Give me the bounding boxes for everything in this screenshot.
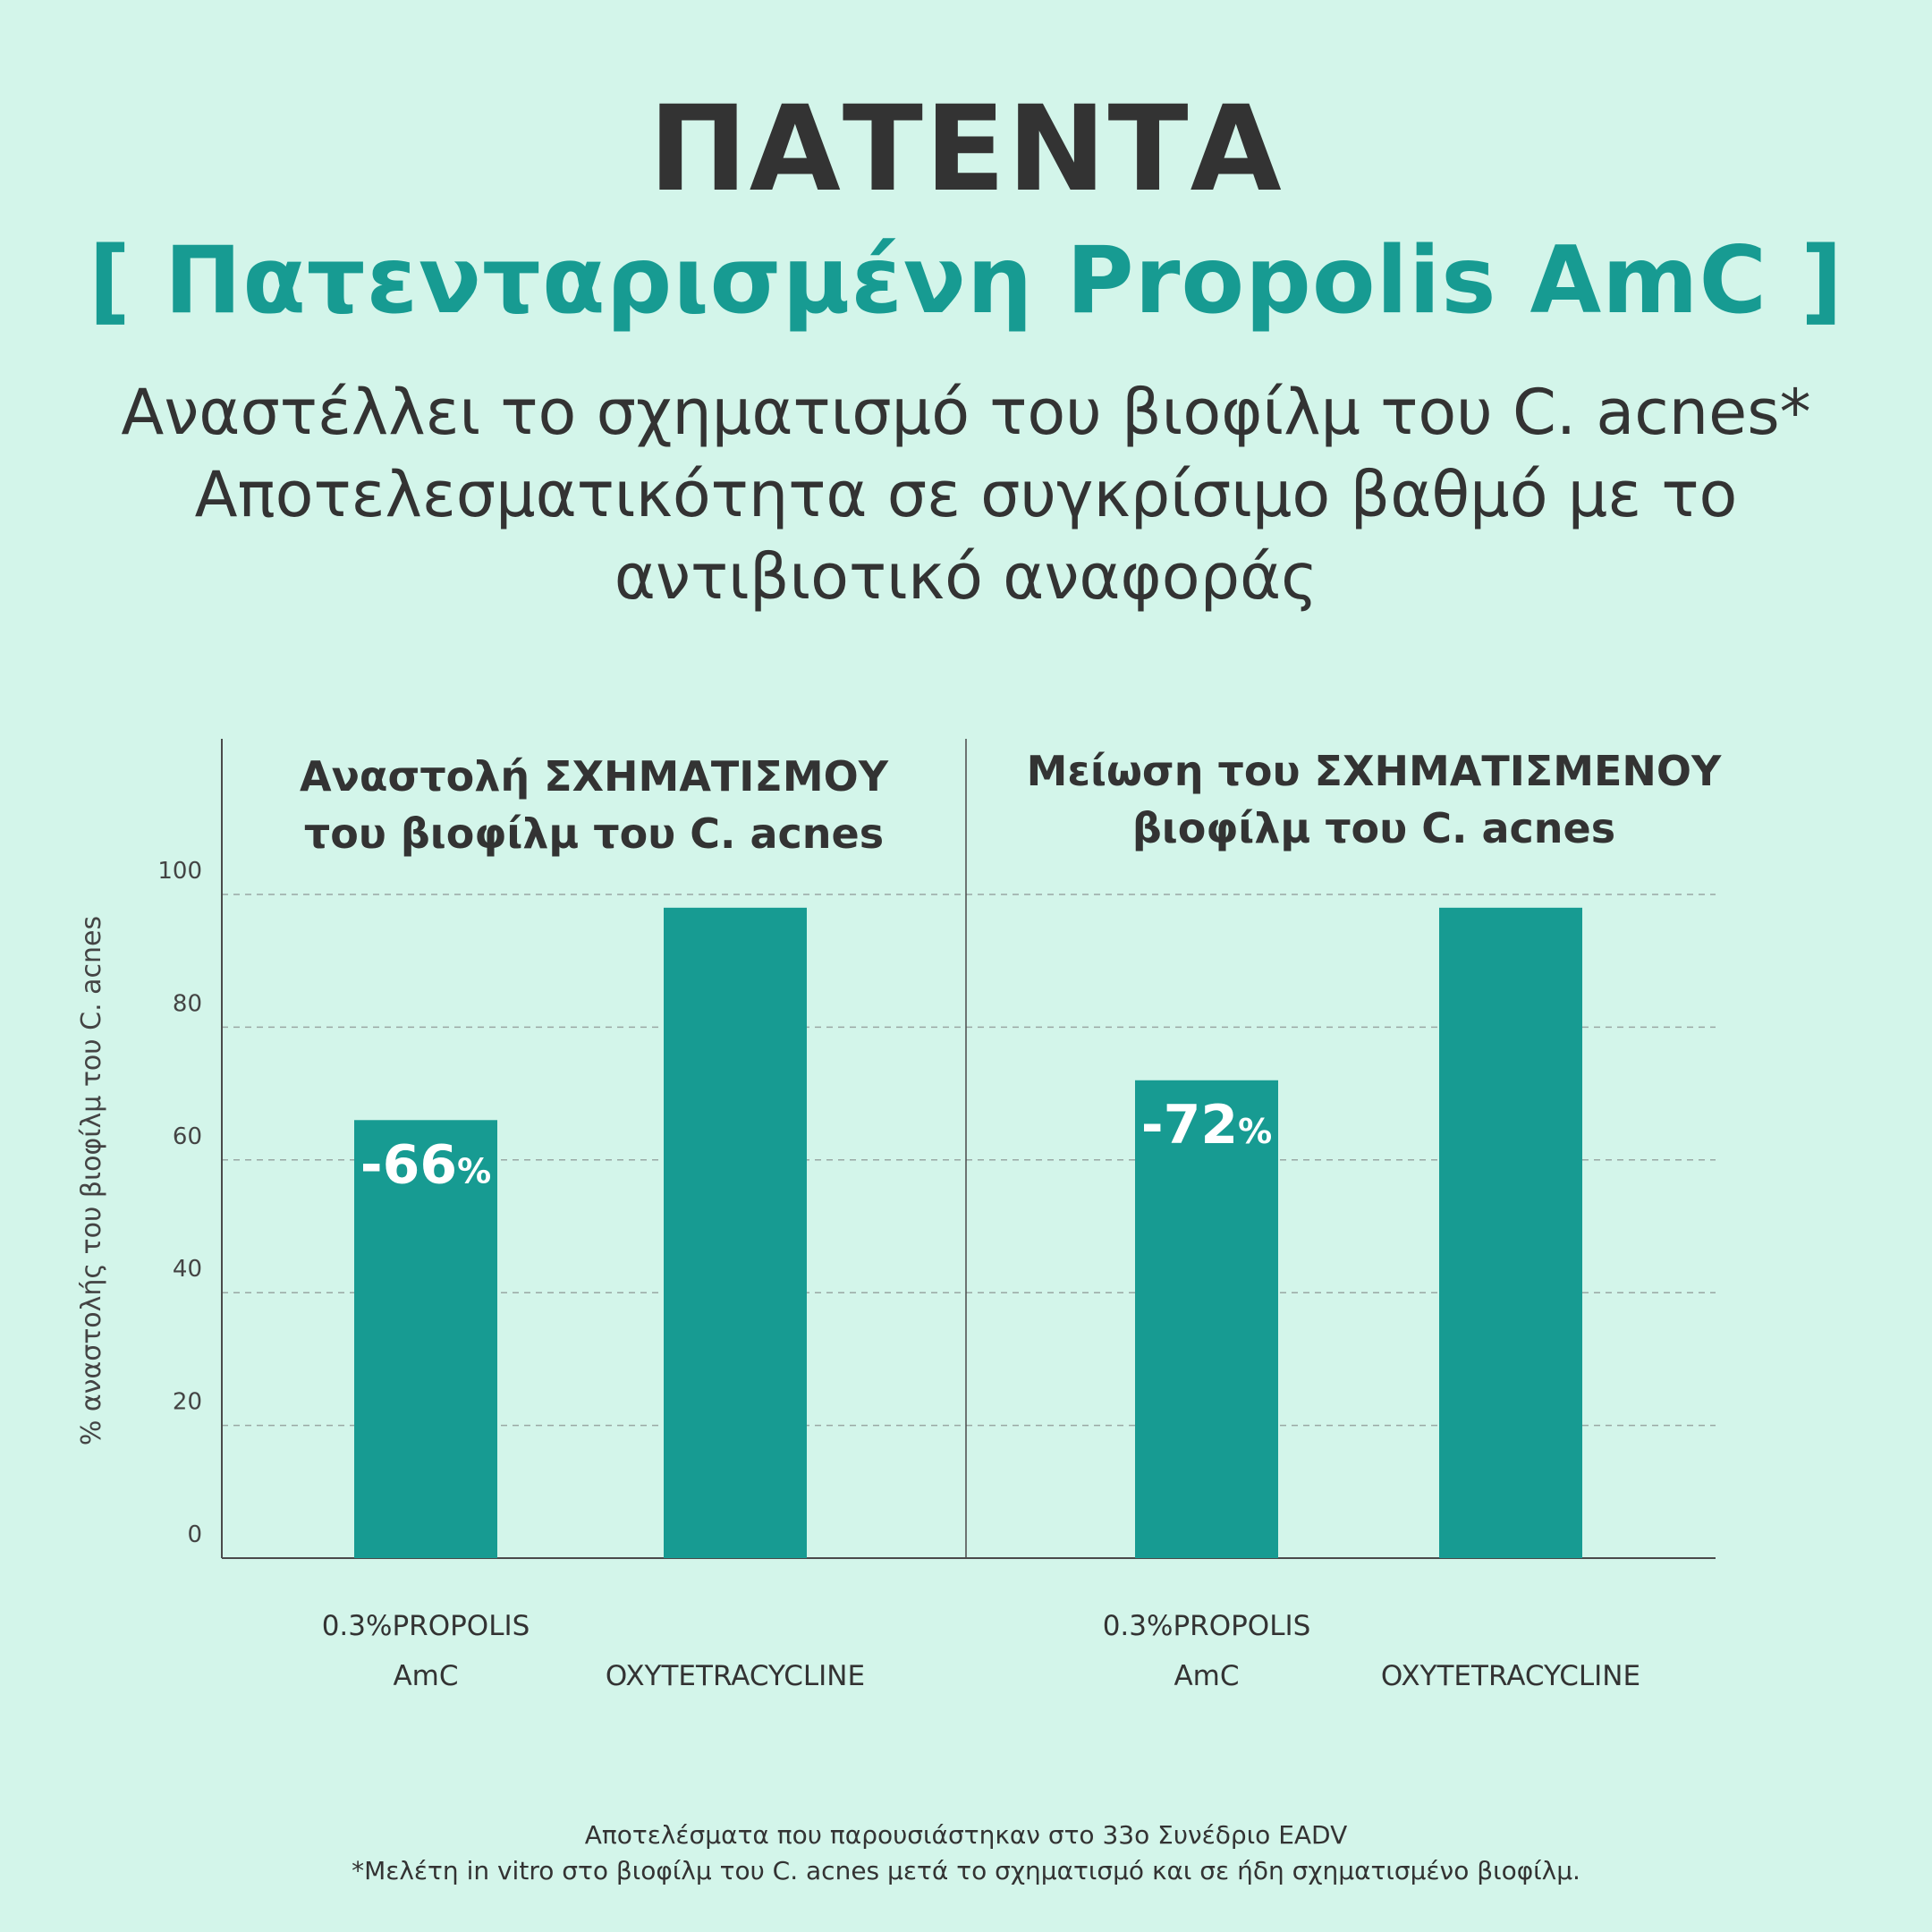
bar	[1135, 1080, 1278, 1558]
y-tick-label: 60	[173, 1123, 202, 1150]
footnote-source: Αποτελέσματα που παρουσιάστηκαν στο 33ο …	[584, 1820, 1348, 1850]
x-category-label: AmC	[393, 1660, 458, 1692]
footnotes: Αποτελέσματα που παρουσιάστηκαν στο 33ο …	[0, 1818, 1932, 1889]
tagline-line-2: Αποτελεσματικότητα σε συγκρίσιμο βαθμό μ…	[194, 458, 1738, 531]
page-title: ΠΑΤΕΝΤΑ	[648, 80, 1284, 218]
panel-title: Μείωση του ΣΧΗΜΑΤΙΣΜΕΝΟΥ	[1027, 747, 1722, 795]
x-category-label: AmC	[1174, 1660, 1239, 1692]
y-tick-label: 20	[173, 1389, 202, 1416]
y-tick-label: 40	[173, 1256, 202, 1283]
bar-chart: 0 20 40 60 80 100 % αναστολής του βιοφίλμ του …	[76, 739, 1722, 1692]
panel-title: του βιοφίλμ του C. acnes	[304, 809, 884, 858]
bar-data-label: -72%	[1141, 1094, 1272, 1157]
tagline-line-3: αντιβιοτικό αναφοράς	[614, 540, 1318, 614]
y-tick-label: 80	[173, 990, 202, 1017]
x-category-label: OXYTETRACYCLINE	[606, 1660, 865, 1692]
bar	[664, 907, 807, 1558]
tagline-line-1: Αναστέλλει το σχηματισμό του βιοφίλμ του…	[121, 376, 1811, 449]
y-tick-label: 100	[157, 858, 202, 885]
bar	[354, 1120, 497, 1558]
panel-title: Αναστολή ΣΧΗΜΑΤΙΣΜΟΥ	[300, 752, 889, 801]
x-category-label: 0.3%PROPOLIS	[1103, 1610, 1311, 1642]
page-subtitle: [ Πατενταρισμένη Propolis AmC ]	[88, 227, 1844, 335]
panel-title: βιοφίλμ του C. acnes	[1132, 804, 1615, 852]
x-category-label: 0.3%PROPOLIS	[322, 1610, 530, 1642]
bar	[1439, 907, 1582, 1558]
footnote-study: *Μελέτη in vitro στο βιοφίλμ του C. acne…	[352, 1856, 1580, 1885]
y-axis-label: % αναστολής του βιοφίλμ του C. acnes	[76, 916, 107, 1445]
x-category-label: OXYTETRACYCLINE	[1381, 1660, 1640, 1692]
bar-data-label: -66%	[360, 1133, 491, 1196]
y-tick-label: 0	[187, 1521, 202, 1548]
